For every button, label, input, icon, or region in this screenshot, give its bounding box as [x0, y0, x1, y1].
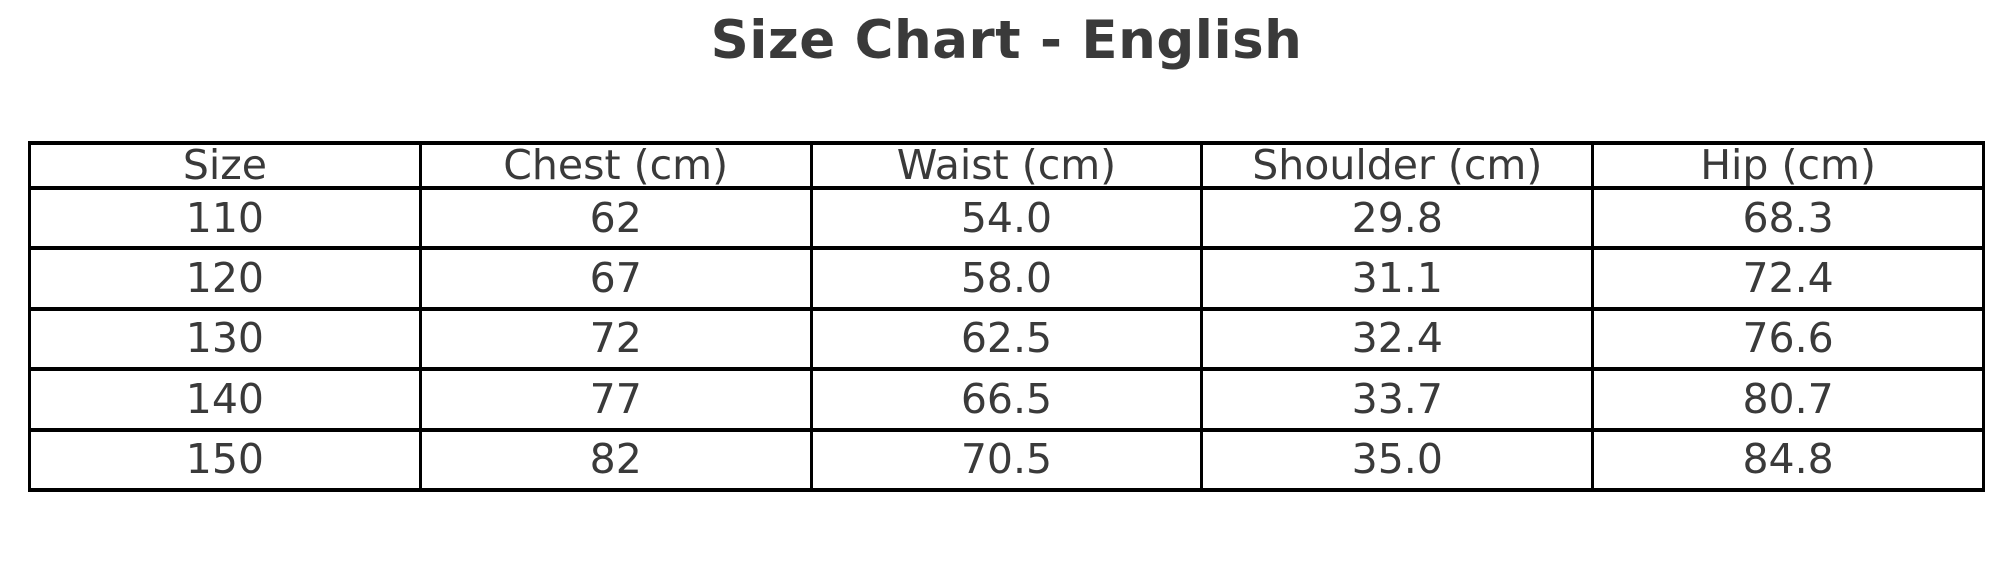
- table-cell: 110: [28, 185, 422, 251]
- table-cell: 76.6: [1591, 306, 1985, 372]
- table-cell: 31.1: [1200, 246, 1595, 311]
- column-header: Waist (cm): [809, 141, 1204, 190]
- column-header: Size: [28, 141, 422, 190]
- table-cell: 84.8: [1591, 427, 1985, 493]
- size-chart-table: Size Chest (cm) Waist (cm) Shoulder (cm) Hip…: [28, 141, 1985, 493]
- column-header: Shoulder (cm): [1200, 141, 1595, 190]
- table-cell: 72.4: [1591, 246, 1985, 311]
- table-cell: 58.0: [809, 246, 1204, 311]
- table-cell: 62: [418, 185, 813, 251]
- table-row: 130 72 62.5 32.4 76.6: [28, 306, 1985, 372]
- table-body: 110 62 54.0 29.8 68.3 120 67 58.0 31.1 72.4 130 72 6…: [28, 185, 1985, 493]
- table-cell: 150: [28, 427, 422, 493]
- table-cell: 70.5: [809, 427, 1204, 493]
- table-cell: 140: [28, 367, 422, 432]
- table-cell: 77: [418, 367, 813, 432]
- table-cell: 66.5: [809, 367, 1204, 432]
- table-cell: 32.4: [1200, 306, 1595, 372]
- table-row: 110 62 54.0 29.8 68.3: [28, 185, 1985, 251]
- table-cell: 72: [418, 306, 813, 372]
- table-cell: 120: [28, 246, 422, 311]
- table-cell: 67: [418, 246, 813, 311]
- table-cell: 68.3: [1591, 185, 1985, 251]
- page-title: Size Chart - English: [710, 10, 1303, 71]
- table-cell: 82: [418, 427, 813, 493]
- table-cell: 35.0: [1200, 427, 1595, 493]
- table-row: 120 67 58.0 31.1 72.4: [28, 246, 1985, 311]
- table-header: Size Chest (cm) Waist (cm) Shoulder (cm) Hip…: [28, 141, 1985, 190]
- table-row: 140 77 66.5 33.7 80.7: [28, 367, 1985, 432]
- column-header: Chest (cm): [418, 141, 813, 190]
- table-cell: 33.7: [1200, 367, 1595, 432]
- table-cell: 29.8: [1200, 185, 1595, 251]
- column-header: Hip (cm): [1591, 141, 1985, 190]
- table-cell: 54.0: [809, 185, 1204, 251]
- table-cell: 80.7: [1591, 367, 1985, 432]
- table-row: 150 82 70.5 35.0 84.8: [28, 427, 1985, 493]
- table-cell: 62.5: [809, 306, 1204, 372]
- table-cell: 130: [28, 306, 422, 372]
- table-header-row: Size Chest (cm) Waist (cm) Shoulder (cm) Hip…: [28, 141, 1985, 190]
